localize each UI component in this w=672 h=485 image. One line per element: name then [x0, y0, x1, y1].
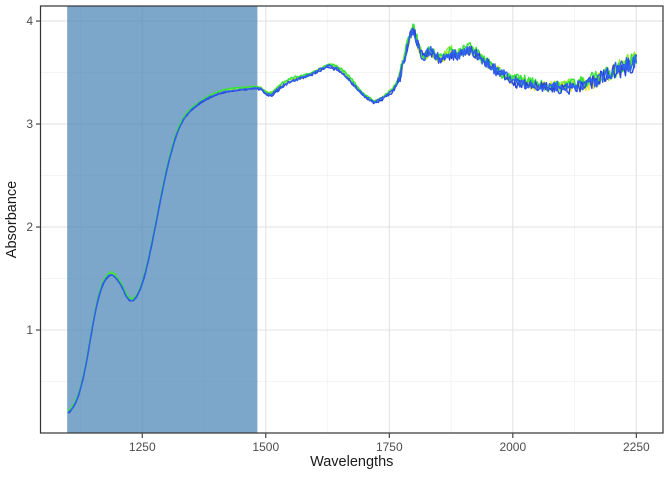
highlight-region — [67, 6, 258, 433]
x-axis-title: Wavelengths — [310, 454, 393, 470]
series-layer — [67, 23, 638, 414]
x-tick-label: 2000 — [499, 440, 526, 454]
x-tick-label: 2250 — [623, 440, 650, 454]
y-tick-label: 4 — [26, 14, 33, 28]
y-tick-label: 2 — [26, 220, 33, 234]
tick-layer: 1250 1500 1750 2000 2250 1 2 3 4 — [26, 14, 650, 454]
spectrum-blue-line — [67, 28, 638, 414]
x-tick-label: 1750 — [376, 440, 403, 454]
x-tick-label: 1500 — [252, 440, 279, 454]
panel-border — [39, 5, 664, 434]
x-tick-label: 1250 — [129, 440, 156, 454]
y-tick-label: 1 — [26, 323, 33, 337]
y-axis-title: Absorbance — [4, 181, 20, 258]
y-tick-label: 3 — [26, 117, 33, 131]
